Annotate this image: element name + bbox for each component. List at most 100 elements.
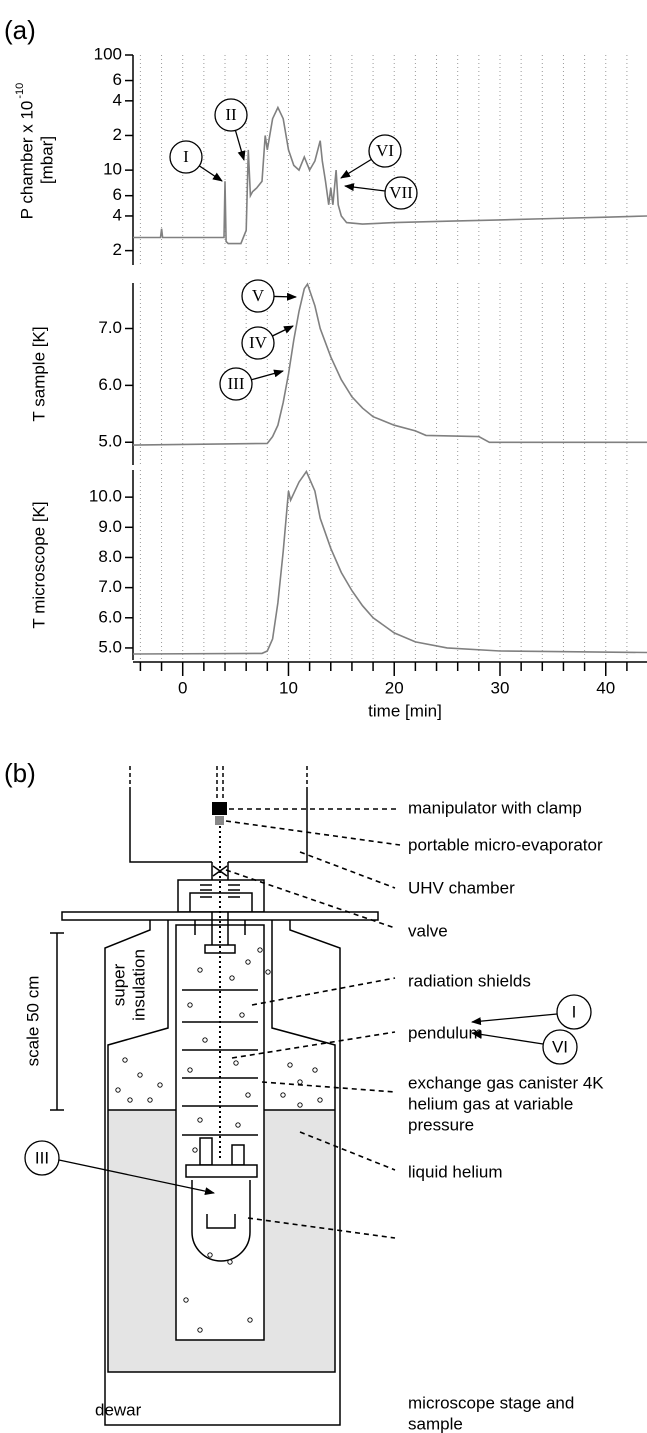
microscope-stage	[199, 1137, 213, 1166]
gas-bubble	[245, 1092, 251, 1098]
callout	[471, 1013, 558, 1026]
y-tick-label: 10.0	[89, 487, 122, 506]
diagram-label: portable micro-evaporator	[408, 835, 603, 854]
dewar-body	[104, 920, 341, 1426]
diagram-label: UHV chamber	[408, 878, 515, 897]
y-tick-label: 6	[113, 185, 122, 204]
annotation-label: VI	[376, 141, 394, 160]
gas-bubble	[197, 1327, 203, 1333]
y-axis-label: T sample [K]	[29, 326, 48, 421]
callout-label: III	[35, 1148, 49, 1167]
annotation-label: II	[225, 105, 237, 124]
x-tick-label: 0	[178, 678, 187, 697]
gas-bubble	[257, 947, 263, 953]
gas-bubble	[297, 1102, 303, 1108]
annotation-circle	[214, 98, 248, 132]
microscope-stage	[185, 1137, 258, 1262]
microscope-stage	[206, 1214, 236, 1229]
gas-bubble	[197, 1117, 203, 1123]
chart: 5.0 6.0 7.0 8.0 9.0 10.0 T microscope [K] 0 10 20…	[29, 469, 647, 720]
data-line	[132, 469, 647, 655]
callout	[471, 1030, 544, 1045]
callout	[24, 1140, 60, 1176]
gas-bubble	[157, 1082, 163, 1088]
annotation-circle	[219, 367, 253, 401]
diagram-label: microscope stage and	[408, 1393, 574, 1412]
uhv-chamber	[215, 816, 224, 825]
scale-label: scale 50 cm	[23, 976, 42, 1067]
leader-line	[225, 808, 401, 1239]
gas-bubble	[233, 1060, 239, 1066]
chart: 5.0 6.0 7.0 T sample [K] V IV III	[29, 279, 647, 465]
annotation-label: I	[183, 147, 189, 166]
gas-bubble	[287, 1062, 293, 1068]
y-tick-label: 7.0	[98, 577, 122, 596]
uhv-chamber	[129, 766, 308, 880]
radiation-shield	[182, 989, 258, 1136]
gas-bubble	[192, 1147, 198, 1153]
diagram-label: manipulator with clamp	[408, 798, 582, 817]
y-tick-label: 2	[113, 240, 122, 259]
radiation-shield	[182, 989, 258, 1136]
y-axis-label: P chamber x 10	[17, 101, 36, 220]
microscope-stage	[185, 1164, 258, 1178]
leader-line	[225, 869, 396, 929]
gas-bubble	[297, 1079, 303, 1085]
uhv-chamber	[129, 790, 308, 863]
gas-bubble	[197, 967, 203, 973]
annotation-arrow	[251, 369, 284, 381]
flange	[194, 912, 246, 945]
uhv-chamber	[216, 766, 224, 800]
microscope-stage	[191, 1180, 251, 1262]
y-tick-label: 8.0	[98, 547, 122, 566]
annotation-circle	[384, 176, 418, 210]
gas-bubble	[239, 1012, 245, 1018]
annotation-arrow	[234, 130, 246, 161]
annotation-circle	[241, 326, 275, 360]
y-axis-label: [mbar]	[37, 136, 56, 184]
leader-line	[251, 977, 396, 1006]
annotation-arrow	[340, 158, 372, 179]
y-tick-label: 7.0	[98, 318, 122, 337]
y-axis-label-exponent: -10	[14, 83, 26, 99]
data-line	[132, 282, 647, 446]
dewar-body	[104, 920, 341, 1426]
gas-bubble	[229, 975, 235, 981]
y-tick-label: 4	[113, 205, 122, 224]
insulation-label: insulation	[129, 949, 148, 1021]
leader-line	[299, 851, 396, 889]
diagram-label: sample	[408, 1414, 463, 1433]
uhv-chamber	[212, 802, 227, 815]
gas-bubble	[245, 959, 251, 965]
annotation-label: V	[252, 286, 265, 305]
callout-label: VI	[552, 1037, 568, 1056]
leader-line	[299, 1131, 396, 1171]
leader-line	[225, 820, 401, 846]
panel-label: (a)	[4, 15, 36, 45]
x-tick-label: 20	[385, 678, 404, 697]
diagram-label: pendulum	[408, 1023, 483, 1042]
leader-line	[247, 1217, 396, 1239]
annotation-arrow	[198, 165, 223, 182]
diagram-label: valve	[408, 921, 448, 940]
insulation-label: super	[109, 963, 128, 1006]
diagram-label: pressure	[408, 1115, 474, 1134]
diagram-label: exchange gas canister 4K	[408, 1073, 604, 1092]
x-axis-label: time [min]	[368, 701, 442, 720]
annotation-circle	[241, 279, 275, 313]
gas-bubble	[312, 1067, 318, 1073]
callout: I VI III	[24, 994, 592, 1196]
panel-label: (b)	[4, 758, 36, 788]
diagram: manipulator with clamp portable micro-ev…	[23, 766, 604, 1433]
gas-bubble	[115, 1087, 121, 1093]
leader-line	[231, 1031, 396, 1059]
annotation-label: VII	[389, 183, 413, 202]
gas-bubble	[227, 1259, 233, 1265]
uhv-chamber	[129, 766, 308, 790]
y-tick-label: 9.0	[98, 517, 122, 536]
y-tick-label: 5.0	[98, 432, 122, 451]
scale-bar	[50, 932, 64, 1111]
